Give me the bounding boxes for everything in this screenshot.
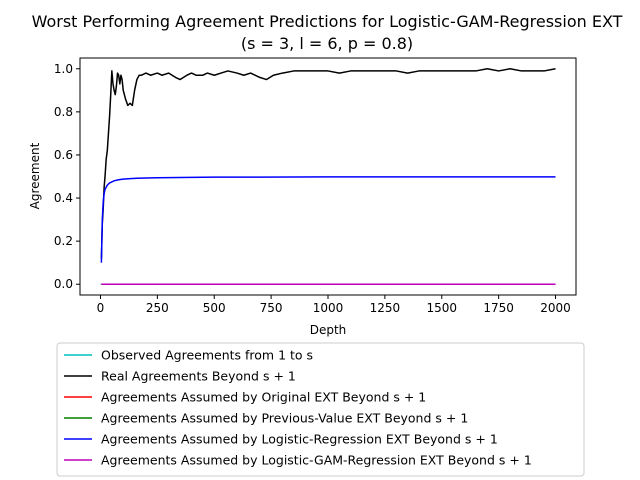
x-tick-label: 750 — [260, 301, 283, 315]
legend-box — [56, 342, 585, 477]
legend-label-1: Real Agreements Beyond s + 1 — [101, 369, 296, 384]
legend-label-3: Agreements Assumed by Previous-Value EXT… — [101, 411, 468, 426]
x-tick-label: 1500 — [426, 301, 457, 315]
y-tick-label: 0.2 — [54, 234, 73, 248]
x-tick-label: 1000 — [313, 301, 344, 315]
legend-label-2: Agreements Assumed by Original EXT Beyon… — [101, 390, 426, 405]
chart-title: Worst Performing Agreement Predictions f… — [32, 12, 623, 31]
y-tick-label: 1.0 — [54, 62, 73, 76]
legend-label-0: Observed Agreements from 1 to s — [101, 348, 313, 363]
x-tick-label: 1250 — [370, 301, 401, 315]
series-line-4 — [100, 176, 556, 263]
x-tick-label: 1750 — [483, 301, 514, 315]
y-tick-label: 0.0 — [54, 277, 73, 291]
x-tick-label: 2000 — [540, 301, 571, 315]
y-axis-label: Agreement — [28, 142, 42, 209]
axis-ticks: 0 250 500 750 1000 1250 1500 1750 2000 0.0 0.2 0.4 0… — [54, 62, 571, 315]
x-tick-label: 500 — [203, 301, 226, 315]
plot-frame — [79, 57, 577, 296]
legend-label-5: Agreements Assumed by Logistic-GAM-Regre… — [101, 453, 532, 468]
series-line-1 — [100, 68, 556, 259]
legend-label-4: Agreements Assumed by Logistic-Regressio… — [101, 432, 498, 447]
legend: Observed Agreements from 1 to s Real Agre… — [56, 342, 585, 477]
plot-lines — [100, 68, 556, 285]
x-tick-label: 250 — [146, 301, 169, 315]
y-tick-label: 0.6 — [54, 148, 73, 162]
y-tick-label: 0.8 — [54, 105, 73, 119]
x-tick-label: 0 — [97, 301, 105, 315]
chart-subtitle: (s = 3, l = 6, p = 0.8) — [241, 34, 413, 53]
x-axis-label: Depth — [310, 323, 347, 337]
y-tick-label: 0.4 — [54, 191, 73, 205]
